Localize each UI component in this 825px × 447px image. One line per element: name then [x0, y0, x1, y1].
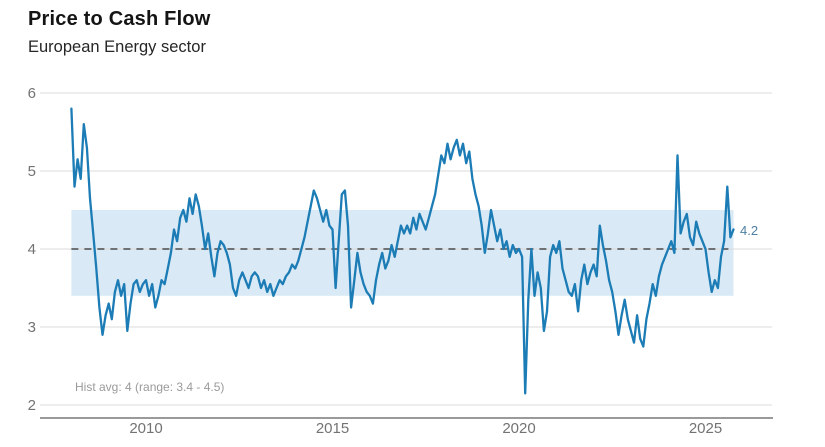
chart-subtitle: European Energy sector: [28, 38, 206, 56]
price-to-cash-flow-line: [70, 107, 735, 395]
y-tick-label-3: 3: [28, 319, 36, 336]
x-tick-label-2025: 2025: [689, 420, 722, 437]
y-tick-label-2: 2: [28, 397, 36, 414]
hist-range-rect: [71, 210, 734, 296]
chart-title: Price to Cash Flow: [28, 8, 211, 30]
y-tick-label-4: 4: [28, 241, 36, 258]
hist-avg-note: Hist avg: 4 (range: 3.4 - 4.5): [75, 380, 224, 394]
hist-range-band: [71, 210, 734, 296]
x-tick-label-2020: 2020: [502, 420, 535, 437]
y-tick-label-5: 5: [28, 163, 36, 180]
x-tick-label-2010: 2010: [129, 420, 162, 437]
series-line: [70, 107, 735, 395]
last-value-label: 4.2: [740, 223, 758, 238]
axis-tick-labels: 2 3 4 5 6 2010 2015 2020 2025: [28, 85, 723, 437]
y-tick-label-6: 6: [28, 85, 36, 102]
x-tick-label-2015: 2015: [316, 420, 349, 437]
